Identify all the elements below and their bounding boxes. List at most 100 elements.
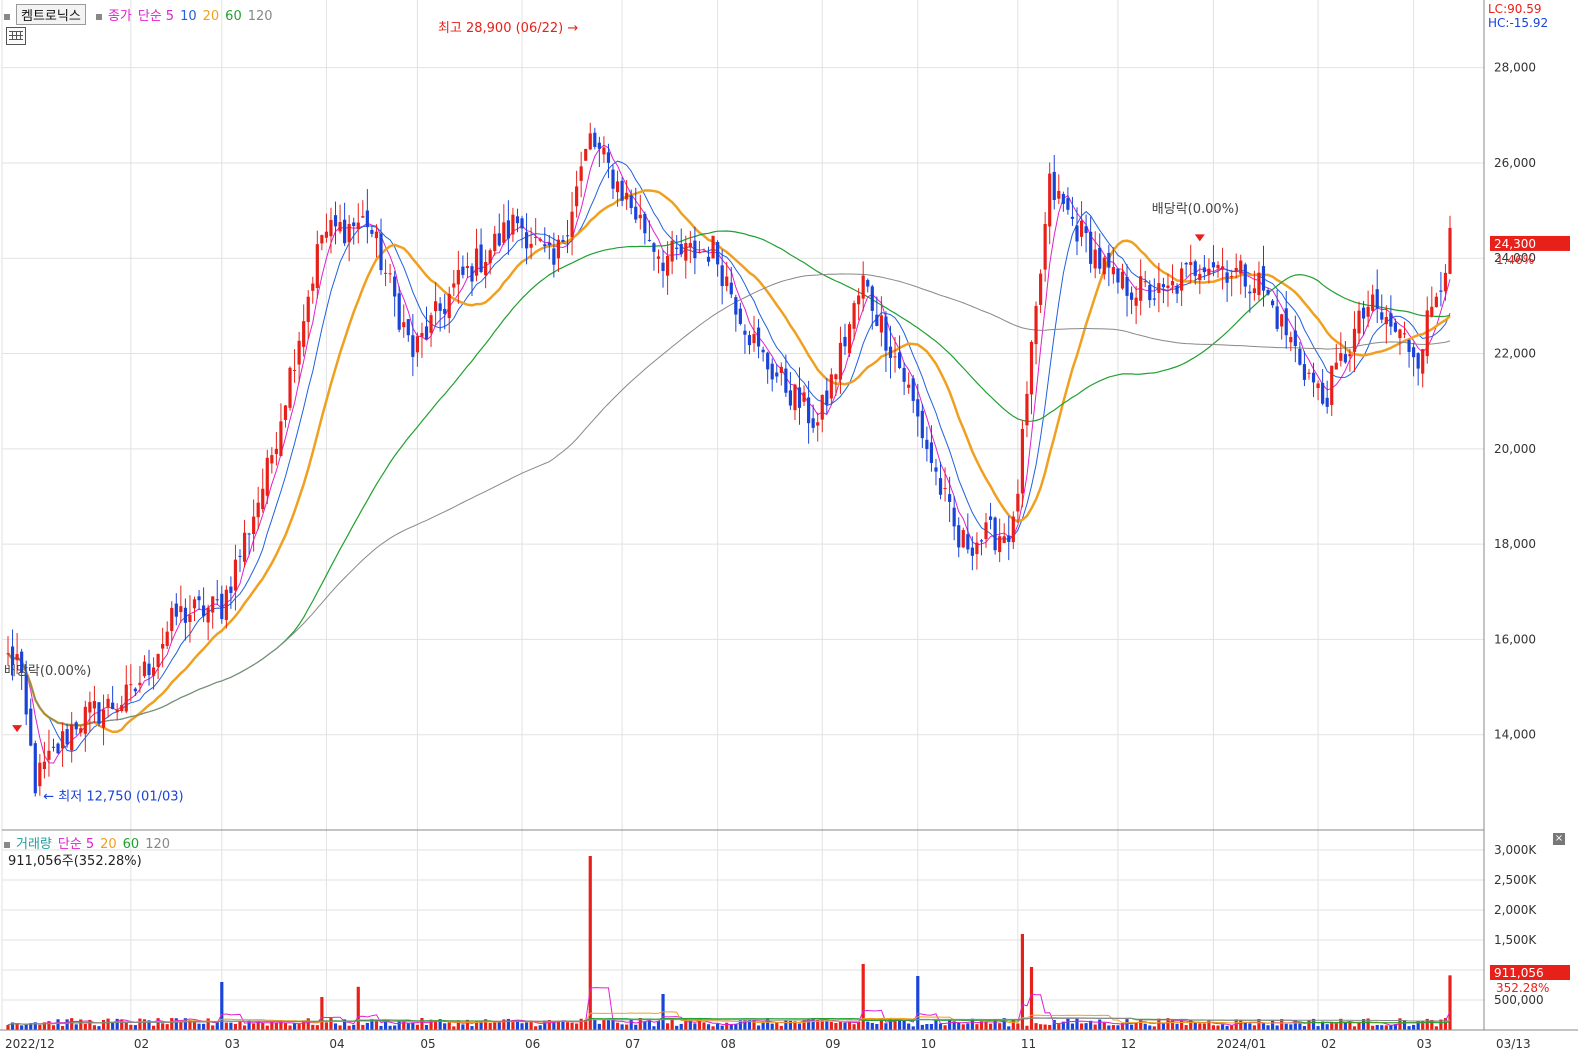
volume-bar	[1257, 1018, 1261, 1030]
volume-bar	[816, 1019, 820, 1030]
stock-name-button[interactable]: 켐트로닉스	[16, 4, 86, 25]
volume-bar	[92, 1025, 97, 1030]
ma10-label: 10	[180, 9, 197, 24]
volume-bar	[1439, 1019, 1443, 1030]
candle-body	[807, 397, 811, 424]
candle-body	[943, 487, 947, 489]
price-tick-label: 26,000	[1494, 156, 1536, 170]
price-moving-averages	[7, 144, 1451, 764]
volume-bar	[807, 1018, 811, 1030]
candle-body	[1402, 333, 1407, 335]
volume-bar	[1393, 1024, 1398, 1030]
volume-bar	[465, 1019, 470, 1030]
ma-60-line	[7, 230, 1451, 727]
volume-bar	[229, 1022, 233, 1030]
candle-body	[1311, 372, 1316, 383]
volume-bar	[165, 1024, 169, 1030]
volume-bar	[10, 1022, 15, 1030]
last-price-label: 24,300	[1494, 237, 1536, 251]
price-label: 종가	[107, 9, 132, 24]
candle-body	[133, 688, 137, 692]
close-x-icon[interactable]: ×	[1553, 833, 1565, 845]
candle-body	[156, 654, 160, 667]
candle-body	[1007, 535, 1011, 542]
volume-bar	[124, 1022, 128, 1030]
candle-body	[1352, 328, 1357, 352]
candle-body	[101, 709, 106, 728]
volume-bar	[484, 1019, 488, 1030]
volume-bar	[1125, 1019, 1129, 1030]
volume-bar	[866, 1021, 870, 1030]
last-volume-tag	[1490, 965, 1570, 980]
volume-bar	[1157, 1018, 1161, 1030]
candle-body	[252, 516, 256, 535]
x-tick-label: 03	[1417, 1037, 1432, 1051]
volume-bar	[993, 1019, 997, 1030]
candle-body	[1066, 198, 1070, 210]
candle-body	[634, 206, 638, 220]
candle-body	[488, 250, 492, 264]
candle-body	[1298, 349, 1302, 365]
candle-body	[242, 532, 247, 562]
volume-bar	[515, 1020, 520, 1030]
x-tick-label: 2022/12	[5, 1037, 55, 1051]
volume-bar	[188, 1020, 192, 1030]
candle-body	[397, 293, 401, 330]
volume-bar	[88, 1019, 92, 1030]
candle-body	[106, 698, 110, 708]
candle-body	[56, 743, 60, 754]
volume-bar	[843, 1022, 847, 1030]
candle-body	[315, 244, 319, 289]
x-tick-label: 09	[825, 1037, 840, 1051]
candle-body	[861, 275, 865, 299]
volume-bar	[74, 1024, 78, 1030]
volume-bar	[729, 1024, 733, 1030]
candle-body	[1170, 281, 1175, 286]
volume-bar	[233, 1023, 238, 1030]
candle-body	[438, 303, 442, 311]
candle-body	[493, 233, 497, 252]
candle-body	[383, 272, 388, 274]
candle-body	[1302, 364, 1307, 380]
volume-bar	[1261, 1023, 1266, 1030]
volume-bar	[902, 1020, 906, 1030]
volume-bar	[998, 1023, 1002, 1030]
candle-body	[320, 235, 324, 244]
volume-bar	[197, 1023, 201, 1030]
candle-body	[142, 661, 147, 677]
candle-body	[1348, 354, 1352, 357]
candle-body	[79, 728, 83, 733]
volume-bar	[297, 1024, 301, 1030]
volume-bar	[170, 1018, 174, 1030]
candle-body	[993, 517, 997, 551]
volume-bar	[593, 1019, 597, 1030]
volume-bar	[1389, 1025, 1393, 1030]
volume-bar	[1243, 1022, 1247, 1030]
dividend-marker-icon	[1194, 234, 1205, 242]
candle-body	[570, 211, 574, 238]
candle-body	[1389, 313, 1393, 327]
candle-body	[338, 222, 342, 232]
volume-bar	[875, 1023, 879, 1030]
volume-bar	[15, 1023, 19, 1030]
volume-bar	[575, 1023, 579, 1030]
candle-body	[506, 220, 510, 239]
candle-body	[1180, 268, 1184, 291]
volume-bar	[1334, 1023, 1338, 1030]
candle-body	[706, 256, 711, 262]
candle-body	[188, 614, 192, 623]
table-grid-icon[interactable]	[6, 27, 26, 45]
volume-bar	[443, 1023, 447, 1030]
candle-body	[115, 709, 119, 713]
volume-bar	[42, 1022, 46, 1030]
volume-bar	[379, 1025, 383, 1030]
candle-body	[766, 352, 770, 370]
volume-bar	[775, 1022, 779, 1030]
candle-body	[852, 303, 856, 329]
candle-body	[1357, 310, 1361, 334]
volume-bar	[766, 1018, 770, 1030]
volume-bar	[920, 1024, 924, 1030]
volume-bar	[174, 1018, 178, 1030]
candle-body	[561, 239, 565, 243]
